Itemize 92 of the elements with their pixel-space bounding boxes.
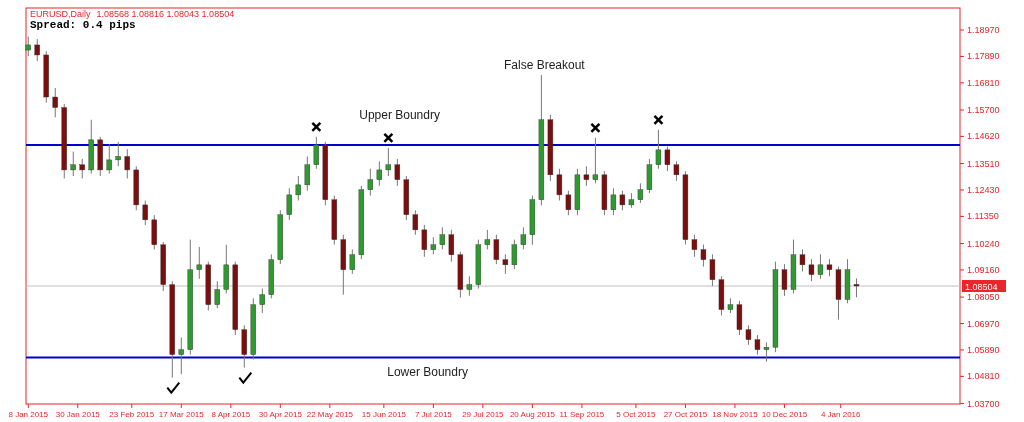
candlestick [592,137,599,184]
candlestick [610,187,617,216]
x-tick-label: 5 Oct 2015 [616,410,657,419]
y-tick-label: 1.10240 [967,238,1000,249]
y-tick-label: 1.17890 [967,51,1000,62]
x-tick-label: 30 Apr 2015 [258,410,303,419]
candlestick [853,277,860,298]
candlestick [196,246,202,280]
candlestick [142,200,148,226]
x-tick-label: 27 Oct 2015 [663,410,708,419]
x-tick-label: 7 Jul 2015 [414,410,453,419]
candlestick [448,229,455,263]
y-tick-label: 1.04810 [967,371,1000,382]
x-tick-label: 30 Jan 2015 [55,410,101,419]
candlestick [304,155,310,192]
candlestick [394,158,401,187]
candlestick [520,226,527,250]
candlestick [214,280,220,309]
candlestick [421,224,428,258]
y-tick-label: 1.15700 [967,105,1000,115]
x-tick-label: 11 Sep 2015 [559,410,605,419]
chart-title: EURUSD,Daily [30,9,92,19]
candlestick [385,147,392,177]
candlestick [709,253,716,287]
candlestick [493,234,500,265]
y-tick-label: 1.03700 [967,398,1000,409]
candlestick [619,190,626,211]
candlestick [466,275,473,297]
x-tick-label: 4 Jan 2016 [820,410,862,419]
candlestick [367,168,374,197]
y-tick-label: 1.12430 [967,184,1000,195]
candlestick [412,209,419,236]
candlestick [106,143,112,175]
candlestick [178,336,184,375]
candlestick [286,187,292,221]
candlestick [565,190,572,216]
y-tick-label: 1.14620 [967,131,1000,142]
candlestick [754,334,761,356]
candlestick [376,160,383,187]
candlestick [295,175,301,201]
x-tick-label: 29 Jul 2015 [462,410,505,419]
y-tick-label: 1.08050 [967,292,1000,303]
candlestick [79,158,85,179]
y-tick-label: 1.13510 [967,158,1000,169]
candlestick [781,263,788,297]
candlestick [124,148,130,179]
chart-subtitle: 1.08568 1.08816 1.08043 1.08504 [96,9,235,19]
x-tick-label: 22 May 2015 [306,410,354,419]
candlestick [484,229,491,250]
candlestick [745,324,752,346]
candlestick [808,258,815,282]
candlestick [25,36,31,57]
x-tick-label: 15 Jun 2015 [361,410,407,419]
candlestick [637,182,644,204]
y-tick-label: 1.11350 [967,211,999,222]
candlestick [349,248,356,275]
candlestick [700,244,707,268]
candlestick [439,226,446,250]
y-tick-label: 1.18970 [967,25,1000,36]
candlestick [817,253,824,280]
candlestick [313,136,319,170]
candlestick [799,248,806,272]
y-tick-label: 1.06970 [967,318,1000,329]
candlestick [655,129,662,170]
y-tick-label: 1.16810 [967,77,1000,88]
candlestick [34,38,40,62]
annotation: False Breakout [504,58,586,73]
x-tick-label: 17 Mar 2015 [158,410,205,419]
candlestick [502,253,509,275]
x-tick-label: 8 Jan 2015 [8,410,49,419]
candlestick [511,239,518,270]
candlestick [52,87,58,118]
annotation: Spread: 0.4 pips [30,19,136,31]
x-tick-label: 23 Feb 2015 [109,410,155,419]
candlestick [583,165,590,187]
y-tick-label: 1.05890 [967,344,1000,355]
x-tick-label: 18 Nov 2015 [712,410,759,419]
x-tick-label: 20 Aug 2015 [509,410,556,419]
candlestick [259,288,265,314]
y-tick-label: 1.09160 [967,264,1000,275]
candlestick [673,160,680,182]
annotation: Lower Boundry [387,365,468,380]
candlestick [115,141,121,167]
x-tick-label: 8 Apr 2015 [211,410,251,419]
annotation: Upper Boundry [359,107,440,122]
candlestick [556,168,563,201]
candlestick [691,234,698,258]
candlestick [763,341,770,363]
x-tick-label: 10 Dec 2015 [761,410,808,419]
ref-line-label: 1.08504 [965,282,998,293]
candlestick [70,151,76,177]
candlestick [664,146,671,172]
